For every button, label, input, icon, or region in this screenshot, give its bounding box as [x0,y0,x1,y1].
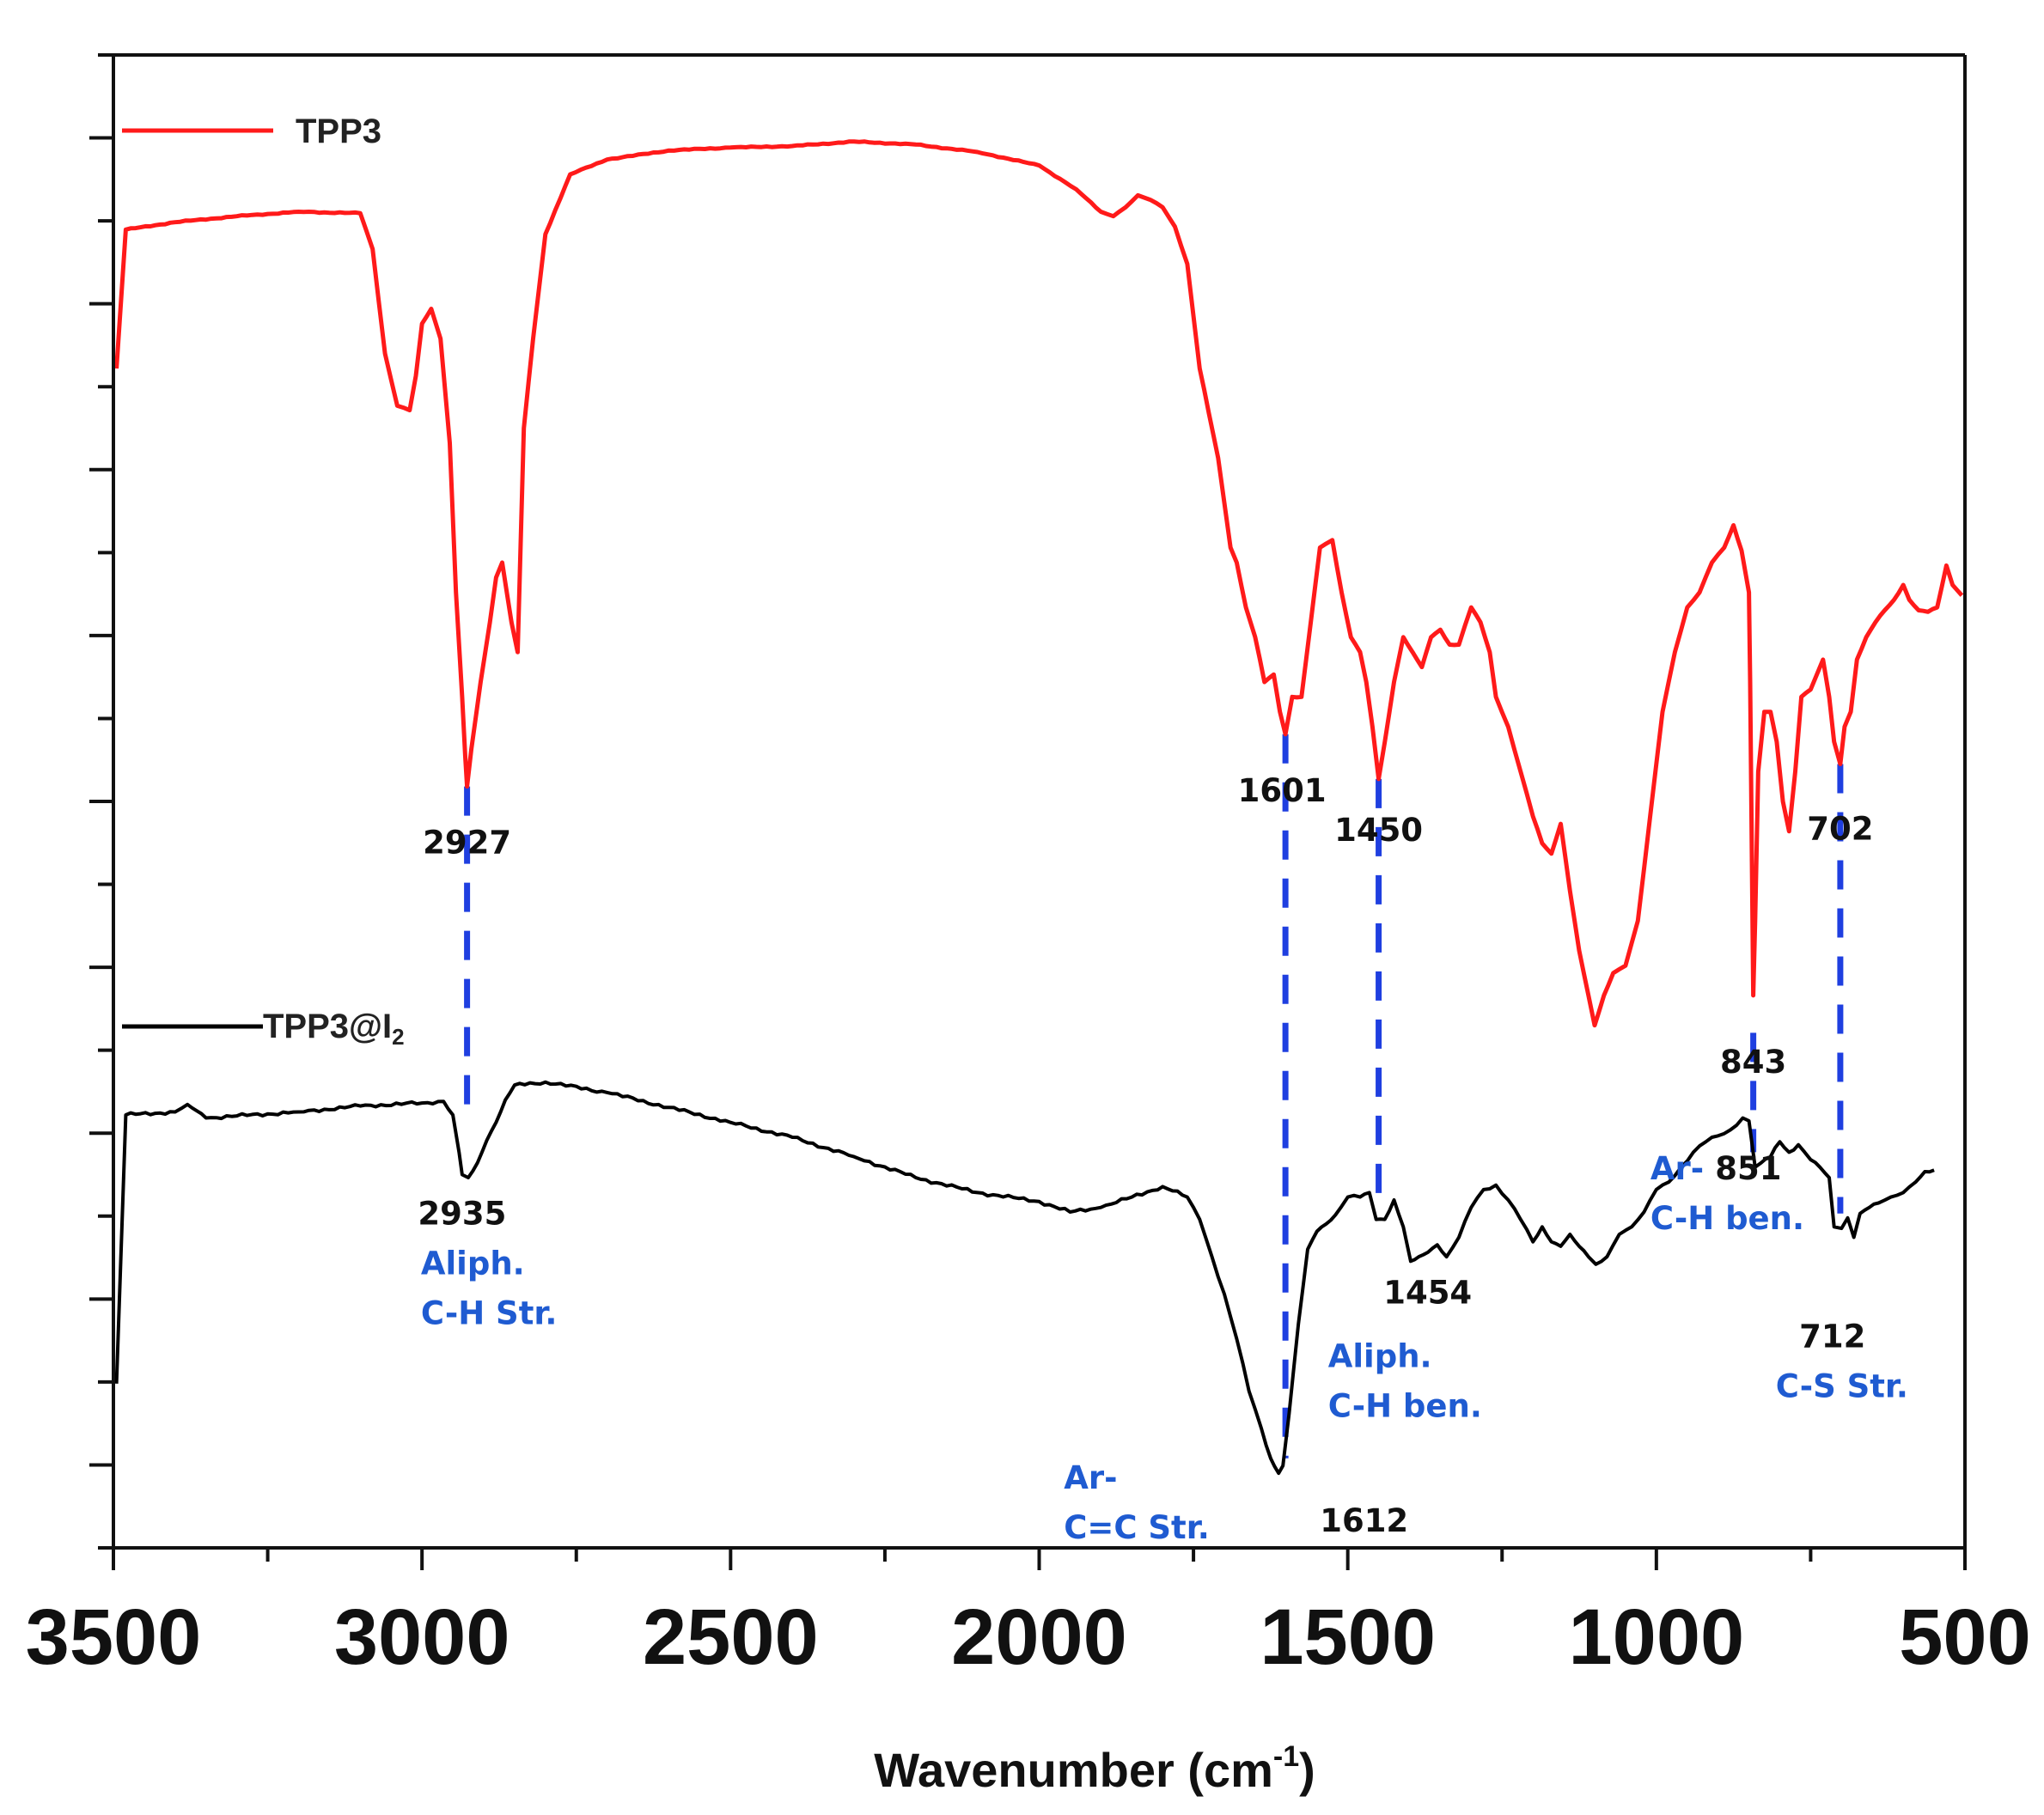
legend: TPP3 TPP3@I2 [122,113,405,1050]
legend-label-tpp3-i2-main: TPP3@I [263,1008,392,1045]
x-tick-label: 2000 [951,1593,1127,1681]
peak-label-1450: 1450 [1334,812,1423,849]
legend-label-tpp3: TPP3 [296,113,381,150]
assignment-label: C-H ben. [1328,1388,1482,1425]
x-tick-label: 1500 [1260,1593,1436,1681]
x-tick-label: 2500 [643,1593,819,1681]
x-tick-label: 3500 [26,1593,202,1681]
assignment-label: C-S Str. [1776,1367,1908,1404]
axes: 3500 3000 2500 2000 1500 1000 500 [26,53,2031,1681]
x-tick-label: 500 [1899,1593,2031,1681]
peak-label-1612: 1612 [1320,1502,1408,1539]
peak-label-2935: 2935 [418,1196,506,1233]
assignment-label: Ar- [1064,1459,1117,1496]
series-line-tpp3 [114,139,1964,1028]
series-line-tpp3-i2 [114,1080,1935,1476]
peak-label-712: 712 [1799,1318,1865,1355]
peak-label-851: 851 [1715,1150,1781,1187]
spectra [114,139,1964,1476]
x-axis-title: Wavenumber (cm-1) [874,1740,1315,1797]
peak-label-843: 843 [1720,1044,1786,1081]
x-tick-label: 3000 [334,1593,510,1681]
peak-label-1601: 1601 [1238,772,1327,809]
assignment-label: C=C Str. [1064,1509,1210,1546]
assignment-label: Aliph. [421,1246,525,1282]
assignment-label: C-H Str. [421,1295,558,1332]
legend-label-tpp3-i2: TPP3@I2 [263,1008,405,1050]
peak-label-702: 702 [1807,811,1873,848]
x-axis-title-main: Wavenumber (cm [874,1743,1273,1797]
legend-label-tpp3-i2-sub: 2 [392,1024,404,1050]
peak-label-2927: 2927 [423,825,511,862]
assignment-label: Ar- [1650,1150,1704,1187]
x-axis-title-superscript: -1 [1273,1740,1299,1773]
peak-label-1454: 1454 [1383,1275,1472,1312]
assignment-label: C-H ben. [1650,1200,1804,1237]
x-tick-label: 1000 [1568,1593,1744,1681]
peak-guide-lines [464,734,1844,1459]
assignment-label: Aliph. [1328,1338,1432,1375]
x-axis-title-end: ) [1299,1743,1315,1797]
